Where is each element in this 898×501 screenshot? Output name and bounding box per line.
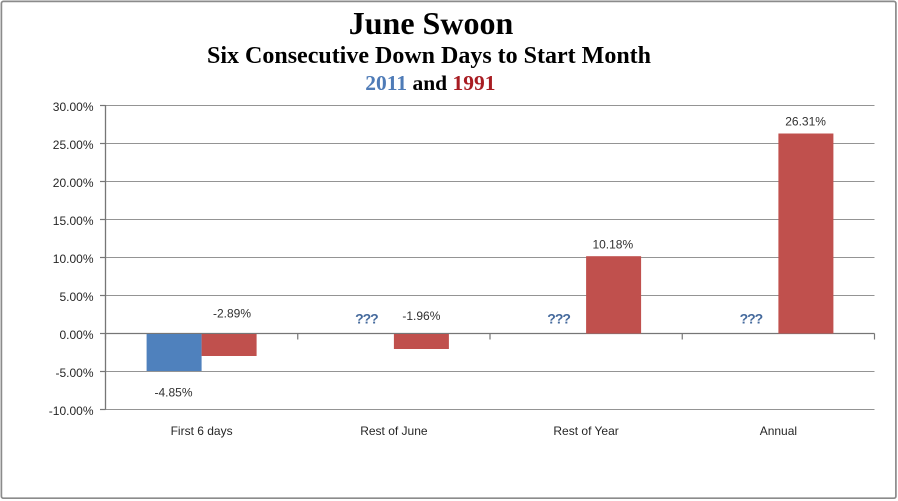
svg-text:30.00%: 30.00% [53,100,94,114]
svg-text:First 6 days: First 6 days [171,424,233,438]
svg-text:10.00%: 10.00% [53,252,94,266]
svg-text:-1.96%: -1.96% [402,309,440,323]
svg-text:???: ??? [547,311,570,327]
svg-text:-10.00%: -10.00% [49,404,94,418]
svg-text:???: ??? [355,311,378,327]
svg-text:-4.85%: -4.85% [154,386,192,400]
svg-text:26.31%: 26.31% [785,115,826,129]
svg-text:20.00%: 20.00% [53,176,94,190]
svg-text:15.00%: 15.00% [53,214,94,228]
svg-text:Annual: Annual [760,424,797,438]
svg-text:10.18%: 10.18% [592,237,633,251]
svg-text:-5.00%: -5.00% [55,366,93,380]
svg-text:June Swoon: June Swoon [349,5,514,41]
svg-text:2011 and 1991: 2011 and 1991 [365,71,495,95]
svg-text:Rest of Year: Rest of Year [553,424,618,438]
svg-text:Six Consecutive Down Days to S: Six Consecutive Down Days to Start Month [207,43,651,69]
svg-text:25.00%: 25.00% [53,138,94,152]
svg-text:???: ??? [740,311,763,327]
svg-text:0.00%: 0.00% [59,328,93,342]
svg-text:Rest of June: Rest of June [360,424,428,438]
svg-text:-2.89%: -2.89% [213,307,251,321]
svg-text:5.00%: 5.00% [59,290,93,304]
